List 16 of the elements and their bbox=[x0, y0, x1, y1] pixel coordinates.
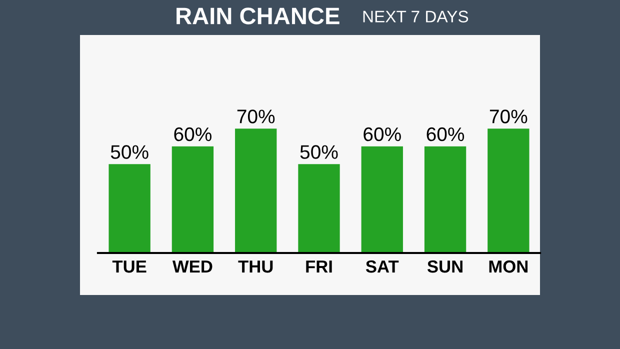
data-label: 70% bbox=[237, 110, 275, 124]
x-tick-label: MON bbox=[489, 260, 528, 273]
x-tick-label: FRI bbox=[306, 260, 332, 273]
data-label: 50% bbox=[300, 145, 338, 159]
x-tick-label: TUE bbox=[112, 260, 146, 273]
chart-subtitle: NEXT 7 DAYS bbox=[363, 10, 468, 22]
data-label: 60% bbox=[426, 127, 464, 142]
x-tick-label: WED bbox=[172, 260, 212, 273]
data-label: 70% bbox=[490, 110, 528, 124]
x-tick-label: SUN bbox=[427, 260, 462, 273]
data-label: 60% bbox=[364, 127, 401, 142]
x-tick-label: THU bbox=[238, 260, 273, 273]
data-label: 50% bbox=[110, 145, 148, 159]
x-tick-label: SAT bbox=[366, 260, 399, 273]
chart-title: RAIN CHANCE bbox=[176, 8, 340, 24]
data-label: 60% bbox=[174, 127, 212, 142]
